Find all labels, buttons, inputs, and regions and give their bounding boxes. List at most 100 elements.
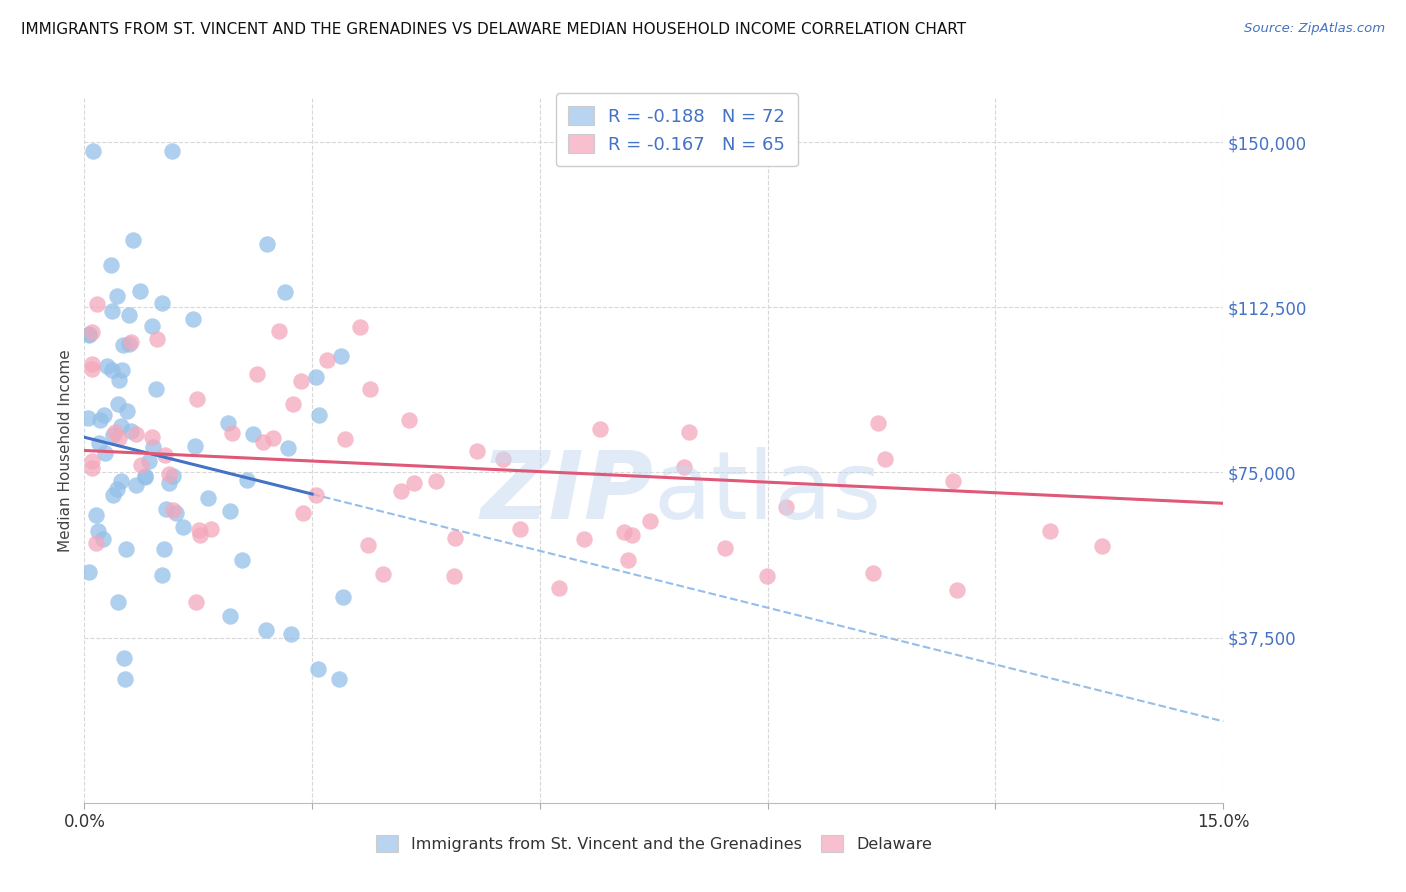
Point: [157, 475, 180, 490]
Point: [357, 538, 380, 552]
Point: [443, 569, 465, 583]
Point: [93, 532, 115, 546]
Point: [120, 424, 142, 438]
Point: [307, 662, 329, 676]
Point: [134, 469, 156, 483]
Point: [101, 427, 124, 442]
Point: [77, 327, 100, 342]
Point: [104, 425, 127, 439]
Point: [157, 467, 180, 482]
Point: [80, 357, 103, 371]
Text: atlas: atlas: [654, 447, 882, 539]
Point: [621, 528, 644, 542]
Point: [155, 448, 177, 462]
Point: [236, 473, 259, 487]
Point: [389, 484, 412, 499]
Point: [332, 591, 354, 605]
Point: [638, 515, 661, 529]
Point: [547, 581, 569, 595]
Point: [678, 425, 700, 439]
Point: [589, 422, 612, 436]
Point: [87, 436, 110, 450]
Point: [281, 397, 304, 411]
Point: [186, 392, 208, 406]
Point: [404, 475, 426, 490]
Point: [107, 397, 129, 411]
Point: [87, 524, 110, 538]
Point: [142, 440, 165, 454]
Point: [373, 566, 395, 581]
Point: [110, 419, 132, 434]
Point: [100, 258, 122, 272]
Point: [105, 482, 128, 496]
Point: [82, 144, 104, 158]
Point: [125, 478, 148, 492]
Point: [153, 541, 176, 556]
Point: [141, 318, 163, 333]
Point: [673, 460, 696, 475]
Point: [184, 594, 207, 608]
Point: [274, 285, 297, 300]
Point: [333, 433, 356, 447]
Point: [121, 233, 143, 247]
Point: [465, 443, 488, 458]
Point: [145, 382, 167, 396]
Point: [96, 359, 118, 373]
Point: [398, 413, 420, 427]
Legend: Immigrants from St. Vincent and the Grenadines, Delaware: Immigrants from St. Vincent and the Gren…: [370, 829, 938, 858]
Text: IMMIGRANTS FROM ST. VINCENT AND THE GRENADINES VS DELAWARE MEDIAN HOUSEHOLD INCO: IMMIGRANTS FROM ST. VINCENT AND THE GREN…: [21, 22, 966, 37]
Point: [80, 362, 103, 376]
Point: [262, 432, 284, 446]
Point: [443, 532, 465, 546]
Point: [290, 374, 312, 388]
Point: [572, 532, 595, 546]
Point: [231, 552, 253, 566]
Point: [108, 431, 131, 445]
Point: [866, 417, 889, 431]
Point: [105, 288, 128, 302]
Point: [308, 408, 330, 422]
Point: [269, 324, 291, 338]
Point: [291, 507, 314, 521]
Point: [80, 325, 103, 339]
Point: [84, 536, 107, 550]
Point: [165, 507, 187, 521]
Point: [107, 595, 129, 609]
Point: [86, 508, 108, 522]
Text: Source: ZipAtlas.com: Source: ZipAtlas.com: [1244, 22, 1385, 36]
Point: [162, 503, 184, 517]
Point: [160, 144, 183, 158]
Point: [115, 542, 138, 557]
Point: [141, 430, 163, 444]
Point: [280, 627, 302, 641]
Point: [111, 337, 134, 351]
Point: [155, 502, 177, 516]
Point: [146, 332, 169, 346]
Point: [150, 568, 173, 582]
Point: [713, 541, 735, 556]
Point: [80, 454, 103, 468]
Point: [277, 442, 299, 456]
Point: [115, 404, 138, 418]
Point: [246, 367, 269, 381]
Point: [118, 308, 141, 322]
Point: [77, 411, 100, 425]
Point: [162, 468, 184, 483]
Point: [110, 475, 132, 489]
Point: [77, 565, 100, 579]
Point: [138, 453, 160, 467]
Point: [86, 296, 108, 310]
Point: [349, 319, 371, 334]
Point: [94, 445, 117, 459]
Point: [945, 583, 967, 598]
Point: [152, 296, 174, 310]
Point: [875, 451, 897, 466]
Point: [134, 470, 156, 484]
Point: [509, 522, 531, 536]
Point: [114, 673, 136, 687]
Point: [118, 336, 141, 351]
Point: [129, 458, 152, 472]
Point: [862, 566, 884, 580]
Point: [112, 651, 135, 665]
Point: [330, 349, 353, 363]
